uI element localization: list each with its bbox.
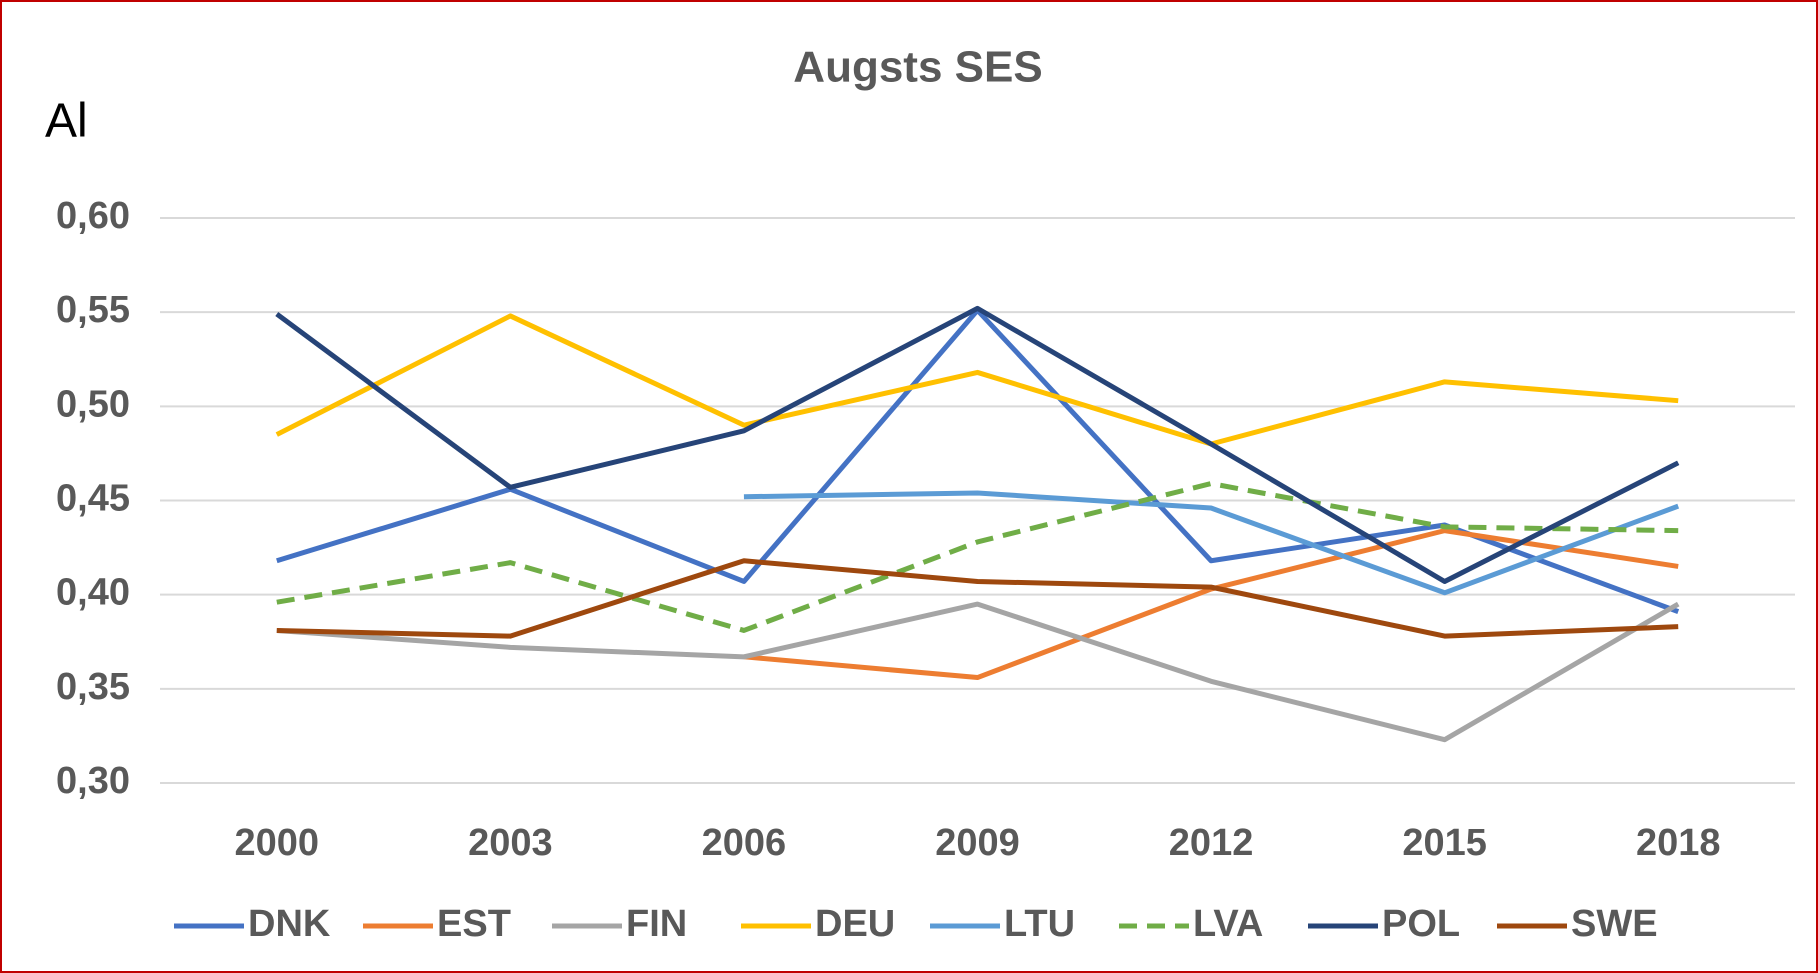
- y-tick-label: 0,40: [56, 572, 130, 614]
- y-tick-label: 0,45: [56, 478, 130, 520]
- legend-label: DEU: [815, 903, 895, 945]
- legend-label: POL: [1382, 903, 1460, 945]
- series-line: [743, 490, 1680, 596]
- legend-label: DNK: [248, 903, 331, 945]
- legend-label: LVA: [1193, 903, 1263, 945]
- chart-title: Augsts SES: [793, 43, 1042, 92]
- series-line: [275, 313, 1679, 447]
- series-line: [276, 558, 1679, 639]
- series-line: [276, 601, 1680, 743]
- x-tick-label: 2003: [468, 822, 553, 864]
- x-tick-label: 2015: [1402, 822, 1487, 864]
- x-tick-label: 2012: [1169, 822, 1254, 864]
- x-tick-label: 2000: [235, 822, 320, 864]
- x-tick-label: 2009: [935, 822, 1020, 864]
- legend-label: LTU: [1004, 903, 1075, 945]
- legend-label: SWE: [1571, 903, 1658, 945]
- y-tick-label: 0,50: [56, 383, 130, 425]
- legend-label: FIN: [626, 903, 687, 945]
- legend-label: EST: [437, 903, 511, 945]
- y-tick-label: 0,60: [56, 195, 130, 237]
- x-tick-label: 2006: [702, 822, 787, 864]
- y-tick-label: 0,35: [56, 666, 130, 708]
- x-tick-label: 2018: [1636, 822, 1721, 864]
- series-line: [275, 305, 1680, 584]
- series-line: [276, 481, 1679, 633]
- y-tick-label: 0,55: [56, 289, 130, 331]
- y-tick-label: 0,30: [56, 760, 130, 802]
- y-axis-label: Al: [45, 95, 88, 148]
